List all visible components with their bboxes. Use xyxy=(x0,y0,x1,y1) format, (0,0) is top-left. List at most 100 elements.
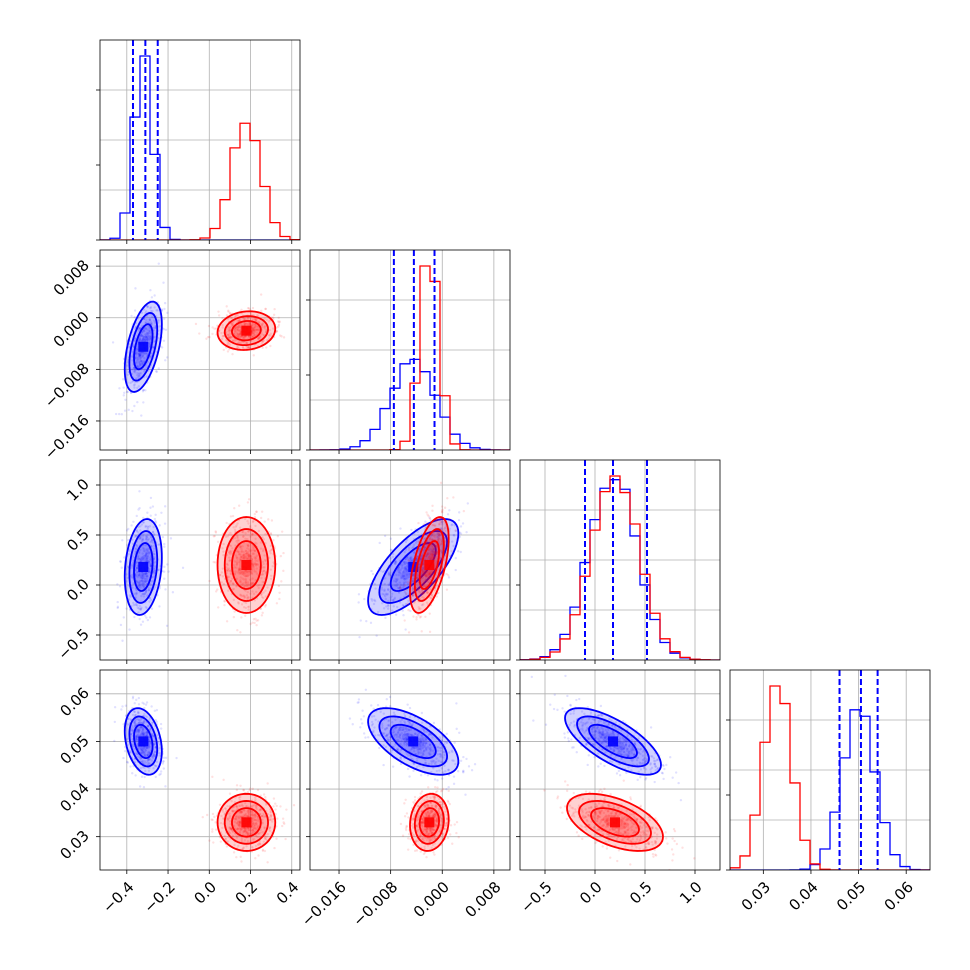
scatter-point xyxy=(385,698,388,701)
scatter-point xyxy=(252,568,256,571)
scatter-point xyxy=(415,577,419,580)
scatter-point xyxy=(462,769,465,772)
scatter-point xyxy=(427,832,430,836)
scatter-point xyxy=(141,335,145,338)
scatter-point xyxy=(245,594,249,597)
scatter-point xyxy=(251,812,254,816)
scatter-point xyxy=(272,805,275,808)
scatter-point xyxy=(222,348,225,352)
scatter-point xyxy=(282,336,286,339)
scatter-point xyxy=(429,747,432,751)
scatter-point xyxy=(417,753,420,756)
scatter-point xyxy=(225,620,229,623)
scatter-point xyxy=(236,522,239,525)
scatter-point xyxy=(412,746,416,750)
scatter-point xyxy=(425,746,428,750)
scatter-point xyxy=(422,537,426,540)
scatter-point xyxy=(407,720,411,723)
scatter-point xyxy=(211,830,214,833)
scatter-point xyxy=(388,695,392,699)
scatter-point xyxy=(148,335,151,339)
scatter-point xyxy=(279,805,282,808)
scatter-point xyxy=(244,575,247,578)
scatter-point xyxy=(148,736,151,739)
scatter-point xyxy=(420,575,423,578)
scatter-point xyxy=(148,560,151,564)
scatter-point xyxy=(403,584,407,587)
scatter-point xyxy=(233,817,237,820)
scatter-point xyxy=(147,526,150,529)
scatter-point xyxy=(437,759,440,763)
scatter-point xyxy=(228,792,232,795)
scatter-point xyxy=(235,804,238,808)
scatter-point xyxy=(214,821,217,824)
scatter-point xyxy=(402,574,406,578)
contour-line xyxy=(413,528,445,602)
scatter-point xyxy=(407,559,410,562)
scatter-point xyxy=(253,331,256,334)
scatter-point xyxy=(166,563,169,566)
scatter-point xyxy=(251,814,255,817)
scatter-point xyxy=(243,809,246,812)
scatter-point xyxy=(125,364,129,367)
scatter-point xyxy=(131,409,134,413)
scatter-point xyxy=(235,788,239,792)
scatter-point xyxy=(420,553,424,556)
scatter-point xyxy=(142,546,145,550)
scatter-point xyxy=(132,603,135,607)
scatter-point xyxy=(181,566,185,570)
scatter-point xyxy=(146,550,149,553)
scatter-point xyxy=(433,815,436,818)
scatter-point xyxy=(433,550,437,554)
scatter-point xyxy=(237,820,240,824)
scatter-point xyxy=(228,343,232,346)
scatter-point xyxy=(240,826,244,830)
scatter-point xyxy=(239,555,243,559)
scatter-point xyxy=(142,582,145,586)
scatter-point xyxy=(268,827,271,831)
scatter-point xyxy=(242,578,246,581)
scatter-point xyxy=(144,336,148,339)
scatter-point xyxy=(413,795,417,799)
scatter-point xyxy=(467,765,471,768)
scatter-point xyxy=(137,376,140,379)
scatter-point xyxy=(406,732,410,735)
scatter-point xyxy=(146,337,150,340)
scatter-point xyxy=(165,624,169,627)
scatter-point xyxy=(142,401,145,404)
scatter-point xyxy=(382,712,386,715)
scatter-point xyxy=(228,556,231,559)
scatter-point xyxy=(234,544,237,547)
scatter-point xyxy=(155,760,159,764)
scatter-point xyxy=(133,535,136,539)
scatter-point xyxy=(242,570,245,574)
scatter-point xyxy=(399,527,402,530)
scatter-point xyxy=(409,754,412,758)
scatter-point xyxy=(249,809,252,812)
scatter-point xyxy=(137,730,141,734)
scatter-point xyxy=(243,595,246,599)
scatter-point xyxy=(424,761,427,765)
scatter-point xyxy=(261,322,264,326)
scatter-point xyxy=(419,773,423,777)
scatter-point xyxy=(406,738,409,741)
scatter-point xyxy=(220,581,224,584)
scatter-point xyxy=(406,602,409,605)
scatter-point xyxy=(235,821,238,825)
scatter-point xyxy=(264,803,268,806)
scatter-point xyxy=(429,588,432,591)
scatter-point xyxy=(145,557,148,561)
scatter-point xyxy=(151,309,154,313)
scatter-point xyxy=(136,566,139,570)
scatter-point xyxy=(207,324,211,328)
scatter-point xyxy=(244,555,247,559)
scatter-point xyxy=(235,524,238,527)
scatter-point xyxy=(153,750,156,754)
scatter-point xyxy=(430,762,433,766)
scatter-point xyxy=(154,520,157,523)
scatter-point xyxy=(258,335,262,338)
scatter-point xyxy=(264,605,267,608)
scatter-point xyxy=(404,567,408,570)
scatter-point xyxy=(421,818,425,822)
scatter-point xyxy=(422,739,426,743)
